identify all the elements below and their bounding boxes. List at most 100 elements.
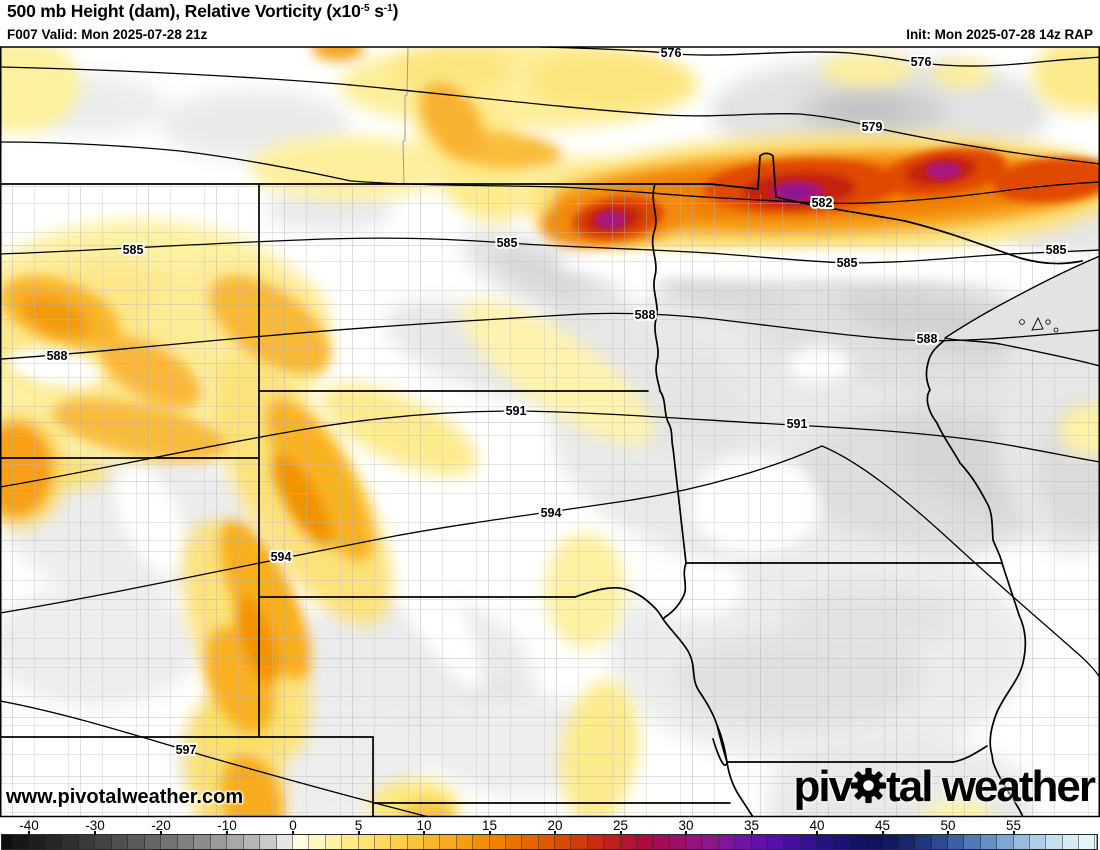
contour-label: 585: [1046, 243, 1067, 257]
colorbar-cell: [767, 835, 785, 849]
init-time-label: Init: Mon 2025-07-28 14z RAP: [906, 27, 1093, 42]
colorbar-cell: [964, 835, 981, 849]
contour-label: 579: [862, 120, 883, 134]
colorbar-cell: [161, 835, 178, 849]
valid-time-label: F007 Valid: Mon 2025-07-28 21z: [7, 27, 208, 42]
contour-597: [1, 700, 433, 817]
colorbar-cell: [95, 835, 112, 849]
contour-label: 594: [541, 506, 562, 520]
map-canvas[interactable]: 576 576 579 582 585 585 585 585 588 588 588 591 591 5…: [0, 44, 1100, 818]
contour-label: 585: [123, 243, 144, 257]
colorbar-cell: [210, 835, 227, 849]
colorbar-cell: [1029, 835, 1047, 849]
colorbar-cell: [144, 835, 161, 849]
border-ia-mo: [726, 745, 988, 763]
colorbar-tick-label: 55: [1005, 818, 1022, 833]
colorbar-cell: [111, 835, 128, 849]
contour-label: 582: [812, 196, 833, 210]
colorbar: -40 -30 -20 -10 0 5 10 15 20 25 30 35 40 45 50 55: [0, 818, 1100, 850]
colorbar-tick-label: -40: [19, 818, 39, 833]
contour-579: [1, 66, 1099, 165]
border-mn-wi: [925, 339, 1003, 564]
colorbar-cell: [1062, 835, 1079, 849]
colorbar-cell: [473, 835, 490, 849]
colorbar-tick-mark: [685, 831, 687, 835]
contour-582: [1, 141, 1099, 204]
border-mississippi-south: [989, 562, 1027, 817]
colorbar-tick-label: 30: [678, 818, 694, 833]
colorbar-cell: [620, 835, 637, 849]
colorbar-tick-label: 15: [481, 818, 498, 833]
border-red-river: [651, 183, 661, 392]
colorbar-cell: [177, 835, 194, 849]
colorbar-cell: [800, 835, 817, 849]
colorbar-cell: [194, 835, 211, 849]
colorbar-cell: [424, 835, 441, 849]
colorbar-cell: [227, 835, 244, 849]
colorbar-cell: [260, 835, 277, 849]
colorbar-cell: [78, 835, 95, 849]
lake-superior: [944, 255, 1099, 367]
colorbar-cell: [866, 835, 883, 849]
colorbar-cell: [997, 835, 1014, 849]
contour-588: [1, 312, 1099, 360]
colorbar-tick-label: 25: [612, 818, 629, 833]
colorbar-tick-label: 50: [940, 818, 956, 833]
colorbar-cell: [538, 835, 555, 849]
map-area[interactable]: 576 576 579 582 585 585 585 585 588 588 588 591 591 5…: [0, 44, 1100, 818]
colorbar-cell: [62, 835, 79, 849]
colorbar-cell: [980, 835, 998, 849]
colorbar-tick-label: 10: [416, 818, 432, 833]
border-sd-mn: [659, 390, 687, 564]
contour-label: 588: [635, 308, 656, 322]
colorbar-cell: [45, 835, 62, 849]
colorbar-cell: [489, 835, 506, 849]
colorbar-tick-mark: [292, 831, 294, 835]
colorbar-cell: [1079, 835, 1096, 849]
colorbar-cell: [2, 835, 13, 849]
colorbar-cell: [718, 835, 736, 849]
colorbar-cell: [1095, 835, 1097, 849]
gear-icon: [851, 767, 887, 804]
colorbar-tick-mark: [488, 831, 491, 835]
county-lines-layer: [1, 47, 1099, 817]
pivotal-weather-logo: piv tal weather: [794, 762, 1096, 812]
colorbar-cell: [587, 835, 605, 849]
colorbar-cell: [898, 835, 916, 849]
colorbar-cell: [391, 835, 408, 849]
colorbar-cell: [817, 835, 834, 849]
colorbar-cell: [407, 835, 424, 849]
colorbar-tick-mark: [423, 831, 425, 835]
page-title: 500 mb Height (dam), Relative Vorticity …: [7, 1, 399, 21]
colorbar-cell: [276, 835, 293, 849]
colorbar-cell: [636, 835, 654, 849]
colorbar-cell: [653, 835, 670, 849]
colorbar-cell: [440, 835, 457, 849]
colorbar-cell: [1013, 835, 1030, 849]
colorbar-tick-mark: [947, 831, 949, 835]
border-sk-mb: [402, 47, 409, 185]
colorbar-cell: [293, 835, 310, 849]
border-missouri-river-upper: [574, 587, 664, 620]
colorbar-tick-label: 45: [874, 818, 891, 833]
colorbar-cell: [555, 835, 572, 849]
colorbar-cell: [358, 835, 375, 849]
colorbar-cell: [522, 835, 539, 849]
colorbar-cell: [505, 835, 523, 849]
colorbar-tick-mark: [160, 831, 162, 835]
watermark: www.pivotalweather.com: [6, 786, 244, 808]
colorbar-cell: [128, 835, 145, 849]
colorbar-cell: [833, 835, 850, 849]
colorbar-cell: [12, 835, 29, 849]
logo-text-right: tal weather: [886, 762, 1096, 811]
border-big-sioux: [662, 562, 687, 620]
colorbar-cell: [882, 835, 899, 849]
colorbar-tick-mark: [881, 831, 884, 835]
contour-label: 585: [837, 256, 858, 270]
contour-label: 594: [271, 550, 292, 564]
contour-label: 591: [787, 417, 808, 431]
colorbar-tick-label: -10: [217, 818, 237, 833]
contour-label: 585: [497, 236, 518, 250]
colorbar-cell: [243, 835, 260, 849]
